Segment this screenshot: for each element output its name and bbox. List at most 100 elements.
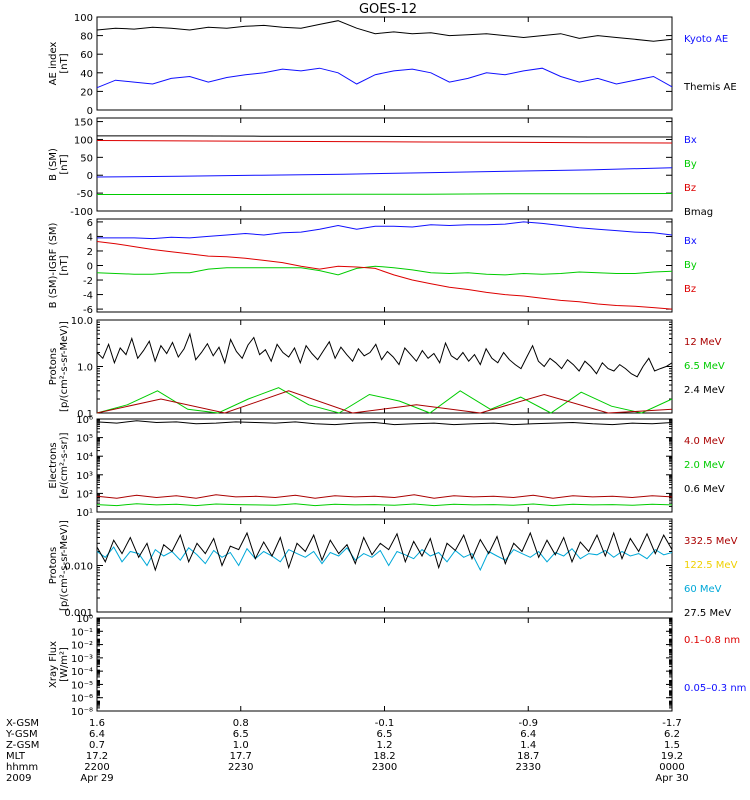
y-axis-label: [W/m²] (59, 647, 70, 682)
legend-entry: 27.5 MeV (684, 608, 731, 619)
panel-bsm-igrf: -6 -4 -2 0 2 4 6 B (SM)-IGRF (SM) [nT] Bx By Bz (48, 218, 697, 316)
y-axis-label: [nT] (59, 255, 70, 275)
time-axis-cell: 6.4 (520, 729, 536, 740)
legend-entry: 332.5 MeV (684, 536, 738, 547)
time-axis-cell: -0.1 (375, 718, 395, 729)
legend-entry: Bx (684, 236, 697, 247)
legend-entry: 0.05–0.3 nm (684, 683, 746, 694)
time-axis-row-label: X-GSM (6, 718, 39, 729)
y-axis-label: [nT] (59, 154, 70, 174)
y-tick-label: 4 (87, 232, 93, 243)
y-axis-label: AE index (48, 42, 59, 86)
legend-entry: 6.5 MeV (684, 361, 725, 372)
y-tick-label: -2 (83, 276, 93, 287)
y-tick-label: 6 (87, 218, 93, 229)
time-axis-cell: 17.7 (230, 751, 252, 762)
legend-entry: Kyoto AE (684, 34, 728, 45)
panel-frame (96, 117, 673, 212)
figure-title: GOES-12 (359, 2, 417, 17)
legend-entry: 0.1–0.8 nm (684, 635, 740, 646)
legend-entry: 122.5 MeV (684, 560, 738, 571)
y-tick-label: 0 (87, 262, 93, 273)
series-line-black (96, 332, 673, 378)
y-axis-label: Protons (48, 547, 59, 584)
panel-frame (96, 319, 673, 414)
y-tick-label: 10⁶ (76, 415, 93, 426)
y-axis-label: [p/(cm²-s-sr-MeV)] (59, 520, 70, 611)
y-tick-label: 50 (80, 153, 93, 164)
y-tick-label: 1.0 (77, 363, 93, 374)
legend-entry: Bx (684, 135, 697, 146)
y-tick-label: 0 (87, 171, 93, 182)
y-axis-label: [p/(cm²-s-sr-MeV)] (59, 321, 70, 412)
y-tick-label: 20 (80, 87, 93, 98)
legend-entry: By (684, 260, 697, 271)
legend-entry: 0.6 MeV (684, 484, 725, 495)
time-axis-cell: 17.2 (86, 751, 108, 762)
time-axis-table: X-GSMY-GSMZ-GSMMLThhmm20091.66.40.717.22… (5, 718, 689, 784)
panel-frame (96, 617, 673, 712)
series-line-cyan (96, 546, 673, 572)
series-line-red (96, 241, 673, 310)
y-tick-label: 10⁻⁶ (71, 694, 93, 705)
y-tick-label: 0.1 (77, 409, 93, 420)
series-line-blue (96, 167, 673, 178)
y-tick-label: -50 (77, 189, 93, 200)
series-line-red (96, 140, 673, 144)
time-axis-cell: 6.4 (89, 729, 105, 740)
y-tick-label: 10¹ (76, 508, 93, 519)
time-axis-cell: 1.2 (377, 740, 393, 751)
time-axis-cell: 6.5 (233, 729, 249, 740)
y-tick-label: 0.001 (64, 608, 93, 619)
time-axis-cell: 1.6 (89, 718, 105, 729)
series-line-darkred (96, 494, 673, 499)
legend-entry: Bmag (684, 207, 713, 218)
y-tick-label: 40 (80, 69, 93, 80)
y-tick-label: -6 (83, 305, 93, 316)
panel-ae: 0 20 40 60 80 100 AE index [nT] Kyoto AE Themis A… (48, 13, 737, 117)
time-axis-row-label: 2009 (6, 773, 31, 784)
legend-entry: 2.4 MeV (684, 385, 725, 396)
y-axis-label: B (SM)-IGRF (SM) (48, 223, 59, 309)
legend-entry: 2.0 MeV (684, 460, 725, 471)
y-axis-label: Electrons (48, 442, 59, 488)
panel-frame (96, 16, 673, 111)
y-tick-label: 100 (74, 135, 93, 146)
time-axis-cell: Apr 30 (655, 773, 688, 784)
y-axis-label: [nT] (59, 53, 70, 73)
series-line-green (96, 503, 673, 507)
y-tick-label: 10⁵ (76, 434, 93, 445)
y-tick-label: 10⁰ (76, 614, 93, 625)
y-tick-label: 0 (87, 106, 93, 117)
time-axis-cell: 1.0 (233, 740, 249, 751)
y-tick-label: 100 (74, 13, 93, 24)
time-axis-cell: 19.2 (661, 751, 683, 762)
y-axis-label: Xray Flux (48, 641, 59, 688)
y-tick-label: 10⁴ (76, 452, 93, 463)
legend-entry: Bz (684, 284, 696, 295)
series-line-black (96, 20, 673, 42)
legend-entry: 4.0 MeV (684, 436, 725, 447)
y-axis-label: Protons (48, 348, 59, 385)
legend-entry: 60 MeV (684, 584, 722, 595)
time-axis-row-label: MLT (6, 751, 26, 762)
series-line-green (96, 265, 673, 276)
time-axis-cell: 2330 (516, 762, 541, 773)
time-axis-cell: 0000 (659, 762, 684, 773)
y-tick-label: 0.010 (64, 562, 93, 573)
y-tick-label: 10³ (76, 471, 93, 482)
time-axis-cell: 2230 (228, 762, 253, 773)
y-tick-label: 10⁻⁴ (71, 667, 93, 678)
y-axis-label: [e/(cm²-s-sr)] (59, 432, 70, 498)
y-tick-label: 60 (80, 50, 93, 61)
series-line-black (97, 135, 672, 138)
series-line-blue (96, 67, 673, 89)
legend-entry: By (684, 159, 697, 170)
y-tick-label: 10⁻⁵ (71, 680, 93, 691)
legend-entry: Bz (684, 183, 696, 194)
time-axis-cell: Apr 29 (80, 773, 113, 784)
panel-frame (96, 218, 673, 313)
panel-electrons: 10¹ 10² 10³ 10⁴ 10⁵ 10⁶ Electrons [e/(cm²-s-sr)… (48, 415, 725, 519)
